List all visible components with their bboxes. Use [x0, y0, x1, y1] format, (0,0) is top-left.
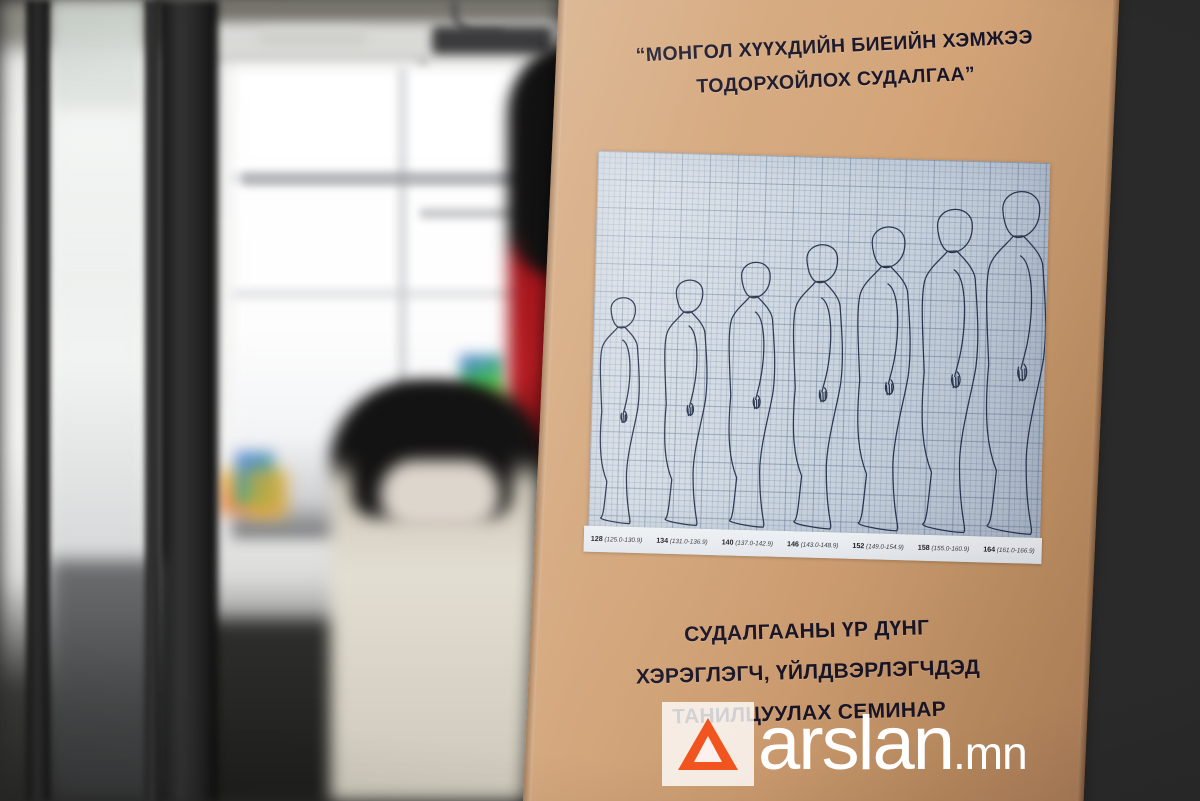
watermark: arslan.mn: [662, 700, 1192, 792]
axis-tick-range: (149.0-154.9): [864, 543, 904, 552]
silhouette-path: [822, 391, 824, 403]
silhouette-path: [792, 280, 844, 530]
axis-tick-value: 146: [786, 540, 800, 549]
watermark-domain: .mn: [953, 727, 1028, 779]
silhouette-path: [954, 376, 957, 389]
seminar-poster: “МОНГОЛ ХҮҮХДИЙН БИЕИЙН ХЭМЖЭЭ ТОДОРХОЙЛ…: [520, 0, 1120, 801]
axis-tick-label: 164 (161.0-166.9): [976, 545, 1042, 555]
silhouette-path: [1024, 368, 1026, 380]
silhouette-path: [620, 414, 623, 424]
silhouette-path: [951, 377, 954, 389]
poster-title: “МОНГОЛ ХҮҮХДИЙН БИЕИЙН ХЭМЖЭЭ ТОДОРХОЙЛ…: [599, 20, 1072, 110]
silhouette-path: [985, 235, 1047, 535]
silhouette-path: [819, 392, 822, 403]
person-grey-scarf: [380, 460, 500, 530]
silhouette-path: [755, 399, 758, 410]
axis-tick-range: (155.0-160.9): [929, 544, 970, 554]
silhouette-path: [891, 383, 893, 394]
podium: [248, 470, 288, 518]
silhouette-path: [1019, 255, 1033, 370]
axis-tick-range: (137.0-142.9): [733, 539, 774, 548]
watermark-brand: arslan: [758, 701, 955, 786]
axis-tick-range: (131.0-136.9): [667, 537, 708, 547]
silhouette-path: [675, 279, 704, 314]
screen-mullion-vertical: [400, 68, 405, 538]
axis-tick-value: 128: [590, 534, 603, 544]
silhouette-path: [921, 250, 979, 534]
silhouette-path: [610, 297, 637, 329]
watermark-text: arslan.mn: [758, 706, 1028, 791]
growth-chart: 128 (125.0-130.9) 134 (131.0-136.9) 140 (1…: [583, 150, 1051, 583]
silhouette-path: [885, 384, 888, 396]
silhouette-path: [824, 391, 826, 401]
silhouette-path: [623, 414, 625, 424]
silhouette-path: [622, 339, 631, 416]
silhouette-path: [1021, 369, 1024, 382]
smoke-detector: [417, 58, 429, 68]
door-frame-middle: [145, 0, 160, 801]
axis-tick-label: 152 (149.0-154.9): [845, 542, 911, 552]
axis-tick-value: 152: [852, 541, 865, 551]
silhouette-path: [741, 261, 771, 299]
silhouette-path: [806, 244, 839, 284]
axis-tick-value: 134: [656, 536, 669, 545]
screen-mullion-horizontal-bottom: [232, 292, 652, 296]
graph-paper: [588, 150, 1051, 543]
triangle-logo-inner-icon: [694, 736, 722, 762]
projector: [432, 26, 552, 54]
silhouette-path: [953, 269, 966, 378]
silhouette-figures: [599, 191, 1047, 535]
silhouette-path: [887, 283, 899, 385]
silhouette-path: [664, 311, 708, 527]
axis-tick-label: 134 (131.0-136.9): [649, 536, 715, 546]
axis-tick-range: (161.0-166.9): [994, 546, 1035, 555]
axis-tick-range: (143.0-148.9): [798, 541, 839, 550]
glass-reflection: [52, 110, 144, 290]
silhouette-path: [871, 226, 906, 269]
silhouette-path: [728, 295, 776, 528]
silhouette-path: [689, 406, 692, 417]
silhouette-path: [1002, 191, 1041, 239]
axis-tick-value: 164: [983, 545, 996, 554]
silhouette-path: [888, 384, 891, 396]
silhouette-path: [754, 311, 765, 400]
silhouette-path: [688, 325, 698, 408]
door-frame-left: [26, 0, 50, 801]
silhouette-path: [1018, 369, 1021, 382]
axis-tick-value: 140: [721, 538, 734, 547]
silhouette-path: [936, 208, 973, 254]
silhouette-path: [957, 376, 959, 387]
axis-tick-value: 158: [917, 543, 930, 553]
ceiling-light: [258, 30, 368, 46]
axis-tick-label: 140 (137.0-142.9): [715, 538, 781, 548]
axis-tick-range: (125.0-130.9): [602, 536, 643, 545]
silhouette-path: [820, 297, 832, 393]
axis-tick-label: 146 (143.0-148.9): [780, 540, 846, 550]
door-frame-right: [158, 0, 218, 801]
silhouette-path: [753, 399, 756, 410]
silhouette-path: [857, 265, 911, 532]
silhouette-path: [599, 326, 640, 525]
axis-tick-label: 158 (155.0-160.9): [911, 543, 977, 554]
door-lower-panel: [50, 560, 160, 801]
silhouette-path: [687, 407, 689, 417]
axis-tick-label: 128 (125.0-130.9): [584, 535, 650, 545]
